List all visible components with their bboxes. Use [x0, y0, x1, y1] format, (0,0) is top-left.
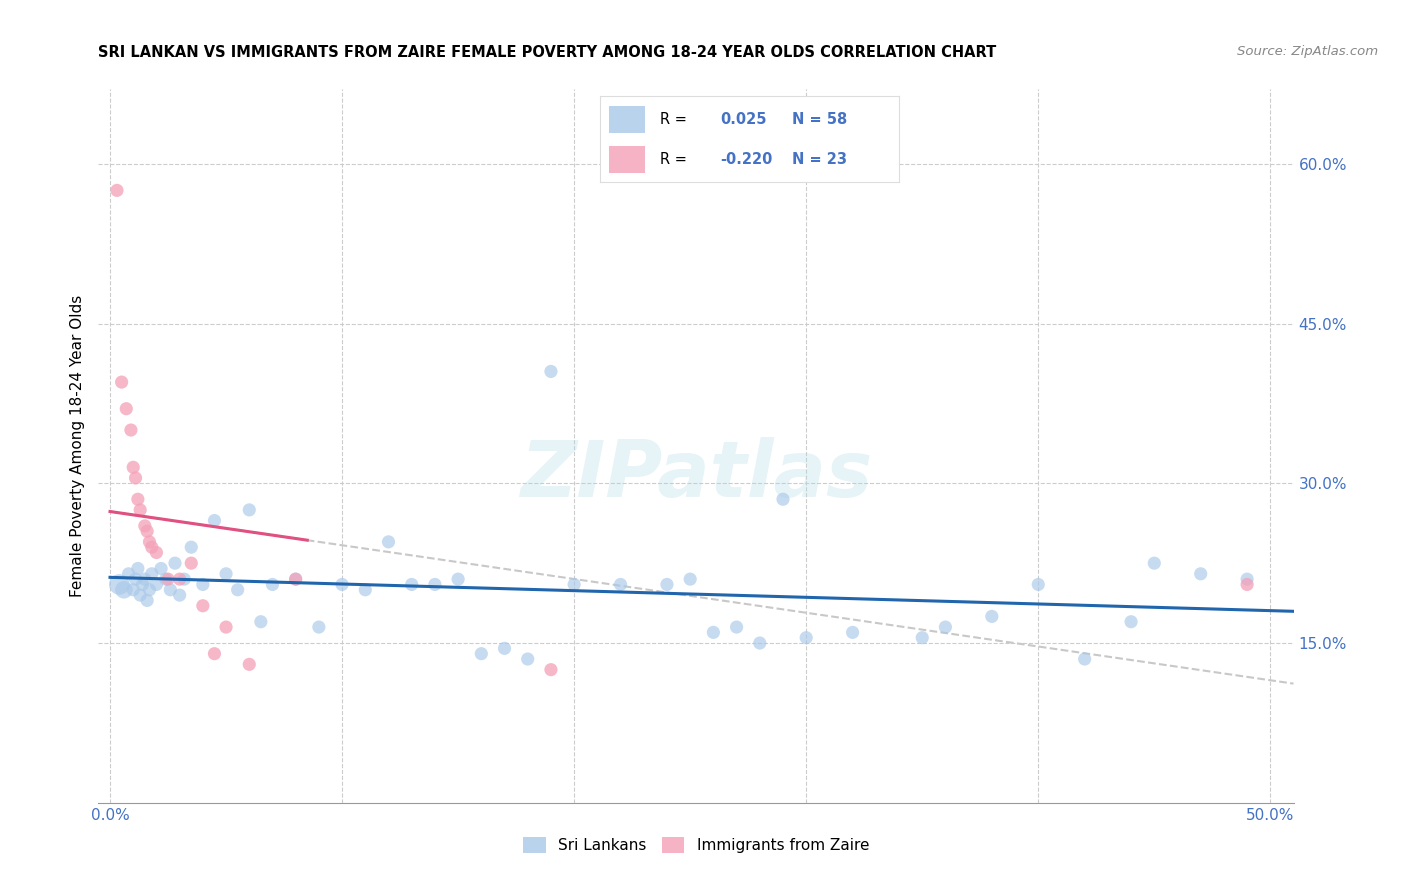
Point [679, 572, 702, 586]
Point [155, 572, 177, 586]
Point [163, 556, 186, 570]
Point [1236, 572, 1258, 586]
Point [841, 625, 863, 640]
Point [226, 582, 249, 597]
Point [1143, 556, 1166, 570]
Point [262, 577, 284, 591]
Point [772, 492, 794, 507]
Point [238, 503, 260, 517]
Point [215, 620, 238, 634]
Point [136, 524, 159, 539]
Point [1119, 615, 1142, 629]
Point [725, 620, 748, 634]
Point [124, 471, 146, 485]
Point [1026, 577, 1049, 591]
Point [169, 588, 191, 602]
Point [138, 534, 160, 549]
Point [1189, 566, 1212, 581]
Text: Source: ZipAtlas.com: Source: ZipAtlas.com [1237, 45, 1378, 58]
Y-axis label: Female Poverty Among 18-24 Year Olds: Female Poverty Among 18-24 Year Olds [69, 295, 84, 597]
Point [934, 620, 956, 634]
Point [117, 566, 139, 581]
Point [494, 641, 516, 656]
Point [191, 599, 214, 613]
Point [980, 609, 1002, 624]
Legend: Sri Lankans, Immigrants from Zaire: Sri Lankans, Immigrants from Zaire [516, 831, 876, 859]
Point [250, 615, 273, 629]
Point [127, 492, 149, 507]
Point [330, 577, 353, 591]
Point [134, 572, 156, 586]
Point [191, 577, 214, 591]
Point [470, 647, 492, 661]
Point [138, 582, 160, 597]
Point [136, 593, 159, 607]
Text: ZIPatlas: ZIPatlas [520, 436, 872, 513]
Point [159, 582, 181, 597]
Point [354, 582, 377, 597]
Point [540, 364, 562, 378]
Point [129, 588, 152, 602]
Point [105, 183, 128, 197]
Point [124, 572, 146, 586]
Point [447, 572, 470, 586]
Point [204, 514, 226, 528]
Point [134, 519, 156, 533]
Point [129, 503, 152, 517]
Point [122, 460, 145, 475]
Point [145, 577, 167, 591]
Point [748, 636, 770, 650]
Point [1073, 652, 1095, 666]
Point [284, 572, 307, 586]
Point [238, 657, 260, 672]
Point [108, 577, 131, 591]
Point [150, 561, 173, 575]
Point [702, 625, 724, 640]
Point [215, 566, 238, 581]
Point [169, 572, 191, 586]
Point [284, 572, 307, 586]
Point [308, 620, 330, 634]
Point [401, 577, 423, 591]
Point [655, 577, 678, 591]
Point [1236, 577, 1258, 591]
Point [141, 566, 163, 581]
Point [173, 572, 195, 586]
Point [122, 582, 145, 597]
Text: SRI LANKAN VS IMMIGRANTS FROM ZAIRE FEMALE POVERTY AMONG 18-24 YEAR OLDS CORRELA: SRI LANKAN VS IMMIGRANTS FROM ZAIRE FEMA… [98, 45, 997, 60]
Point [145, 545, 167, 559]
Point [111, 375, 134, 389]
Point [794, 631, 817, 645]
Point [180, 540, 202, 554]
Point [115, 401, 138, 416]
Point [540, 663, 562, 677]
Point [204, 647, 226, 661]
Point [609, 577, 631, 591]
Point [562, 577, 585, 591]
Point [112, 582, 135, 597]
Point [157, 572, 180, 586]
Point [141, 540, 163, 554]
Point [127, 561, 149, 575]
Point [423, 577, 446, 591]
Point [120, 423, 142, 437]
Point [377, 534, 399, 549]
Point [516, 652, 538, 666]
Point [131, 577, 153, 591]
Point [911, 631, 934, 645]
Point [180, 556, 202, 570]
